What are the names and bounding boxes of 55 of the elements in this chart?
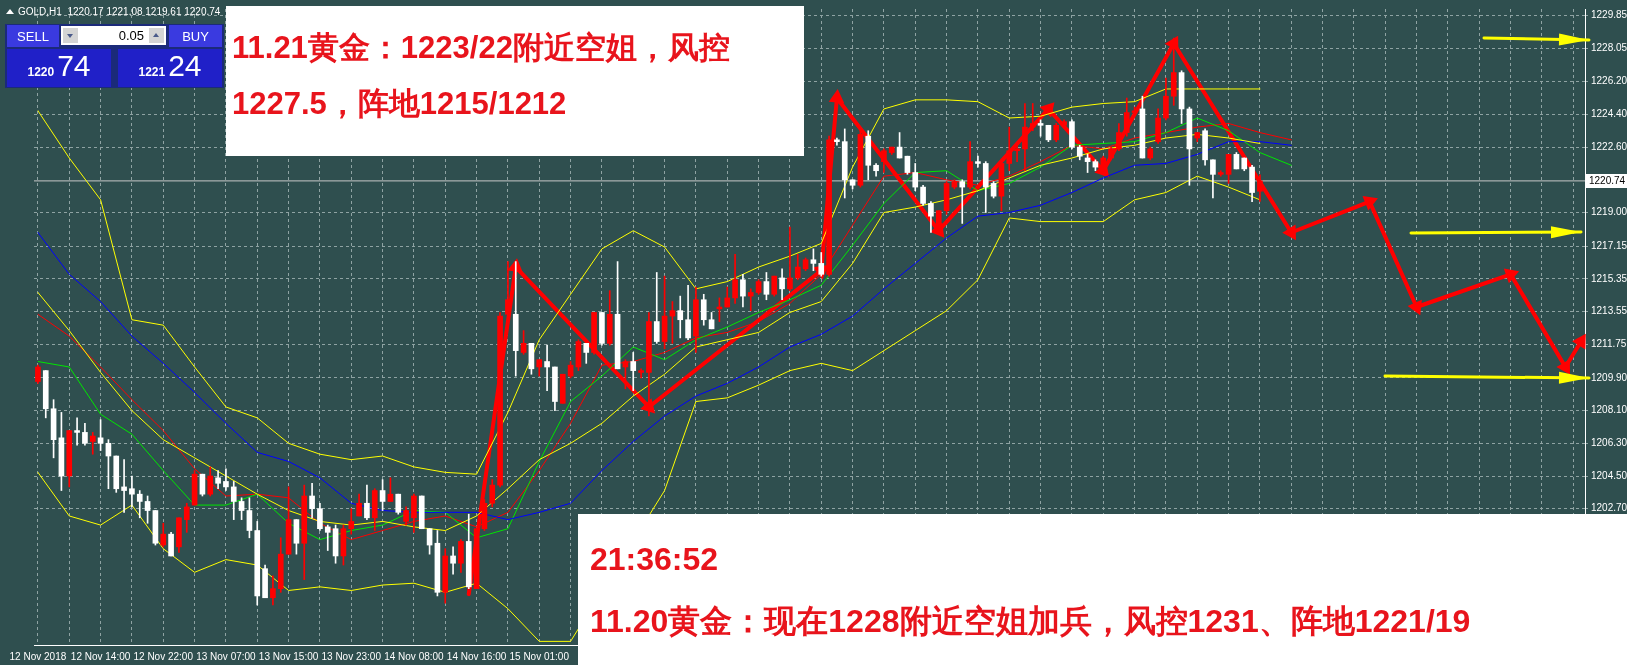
- annotation: SELL: [7, 25, 59, 47]
- candlestick: [74, 417, 80, 446]
- annotation: GOLD,H1 1220.17 1221.08 1219.61 1220.74: [18, 6, 221, 17]
- candlestick: [630, 352, 637, 391]
- annotation: 11.20黄金：现在1228附近空姐加兵，风控1231、阵地1221/19: [590, 602, 1472, 641]
- candlestick: [677, 295, 684, 339]
- point: [1572, 333, 1586, 350]
- note-box: 11.21黄金：1223/22附近空姐，风控1227.5，阵地1215/1212: [226, 6, 804, 156]
- y-tick-label: 1224.40: [1591, 108, 1627, 120]
- y-tick-label: 1219.00: [1591, 206, 1627, 218]
- candlestick: [223, 468, 229, 491]
- annotation: 1220: [27, 65, 55, 79]
- y-tick-label: 1222.60: [1591, 140, 1627, 152]
- point: [1556, 359, 1570, 375]
- x-tick-label: 12 Nov 14:00: [70, 650, 131, 662]
- point: [1039, 102, 1055, 118]
- candlestick: [324, 524, 331, 551]
- candlestick: [1029, 103, 1036, 132]
- candlestick: [959, 179, 966, 224]
- y-tick-label: 1226.20: [1591, 75, 1627, 87]
- candlestick: [129, 475, 135, 508]
- candlestick: [544, 344, 550, 391]
- x-tick-label: 14 Nov 08:00: [384, 650, 445, 662]
- ref-line-label: 1220.74: [1589, 174, 1626, 186]
- y-tick-label: 1213.55: [1591, 305, 1627, 317]
- x-tick-label: 12 Nov 22:00: [133, 650, 194, 662]
- annotation: 21:36:52: [590, 540, 720, 579]
- y-tick-label: 1209.90: [1591, 371, 1627, 383]
- point: [1282, 224, 1296, 241]
- candlestick: [121, 459, 127, 513]
- y-tick-label: 1217.15: [1591, 239, 1627, 251]
- x-tick-label: 12 Nov 2018: [9, 650, 67, 662]
- x-tick-label: 14 Nov 16:00: [446, 650, 507, 662]
- y-tick-label: 1202.70: [1591, 502, 1627, 514]
- note-box: 21:36:52 11.20黄金：现在1228附近空姐加兵，风控1231、阵地1221/19: [578, 514, 1627, 665]
- x-tick-label: 13 Nov 07:00: [196, 650, 257, 662]
- annotation: 1221: [138, 65, 166, 79]
- point: [1407, 299, 1422, 316]
- y-tick-label: 1215.35: [1591, 272, 1627, 284]
- x-tick-label: 13 Nov 23:00: [321, 650, 382, 662]
- y-tick-label: 1206.30: [1591, 437, 1627, 449]
- y-tick-label: 1204.50: [1591, 469, 1627, 481]
- y-tick-label: 1229.85: [1591, 9, 1627, 21]
- annotation: 24: [168, 49, 202, 83]
- point: [828, 89, 845, 104]
- candlestick: [747, 288, 754, 311]
- candlestick: [89, 432, 96, 455]
- y-tick-label: 1208.10: [1591, 404, 1627, 416]
- annotation: 74: [57, 49, 91, 83]
- y-tick-label: 1228.05: [1591, 41, 1627, 53]
- candlestick: [787, 226, 793, 291]
- y-tick-label: 1211.75: [1591, 338, 1627, 350]
- x-tick-label: 13 Nov 15:00: [258, 650, 319, 662]
- annotation: BUY: [169, 25, 222, 47]
- x-tick-label: 15 Nov 01:00: [509, 650, 570, 662]
